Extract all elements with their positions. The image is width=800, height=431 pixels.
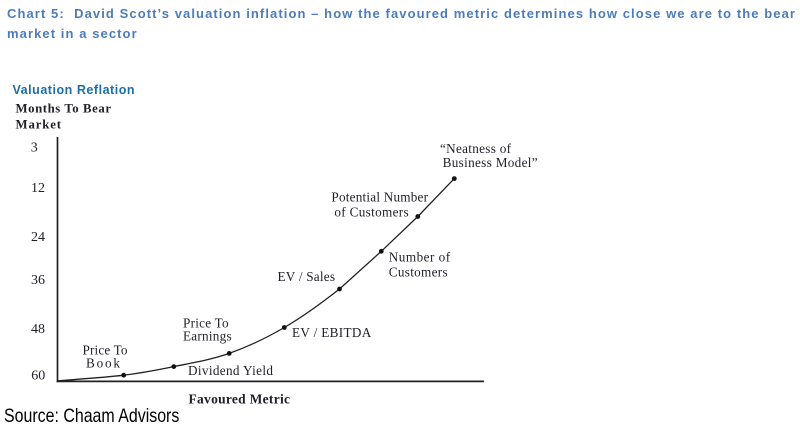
svg-text:Dividend Yield: Dividend Yield	[188, 363, 273, 378]
svg-text:Favoured Metric: Favoured Metric	[189, 392, 291, 407]
svg-text:Price To: Price To	[183, 316, 229, 331]
svg-text:EV / Sales: EV / Sales	[278, 269, 336, 284]
svg-text:Price To: Price To	[83, 343, 128, 358]
svg-text:24: 24	[31, 230, 45, 245]
svg-text:Customers: Customers	[389, 264, 448, 279]
svg-text:60: 60	[31, 369, 45, 384]
svg-text:“Neatness of: “Neatness of	[440, 141, 512, 156]
svg-text:36: 36	[31, 273, 45, 288]
svg-text:12: 12	[31, 181, 45, 196]
svg-text:Book: Book	[86, 356, 120, 371]
svg-text:48: 48	[31, 322, 45, 337]
svg-text:Earnings: Earnings	[183, 329, 232, 344]
svg-text:of Customers: of Customers	[334, 205, 408, 220]
svg-text:Months To Bear: Months To Bear	[16, 102, 112, 116]
svg-text:Potential Number: Potential Number	[331, 190, 428, 205]
svg-text:Market: Market	[16, 118, 62, 132]
svg-text:Number of: Number of	[389, 249, 451, 264]
svg-text:Business Model”: Business Model”	[443, 155, 538, 170]
svg-text:3: 3	[31, 141, 38, 156]
svg-text:EV / EBITDA: EV / EBITDA	[292, 325, 372, 340]
